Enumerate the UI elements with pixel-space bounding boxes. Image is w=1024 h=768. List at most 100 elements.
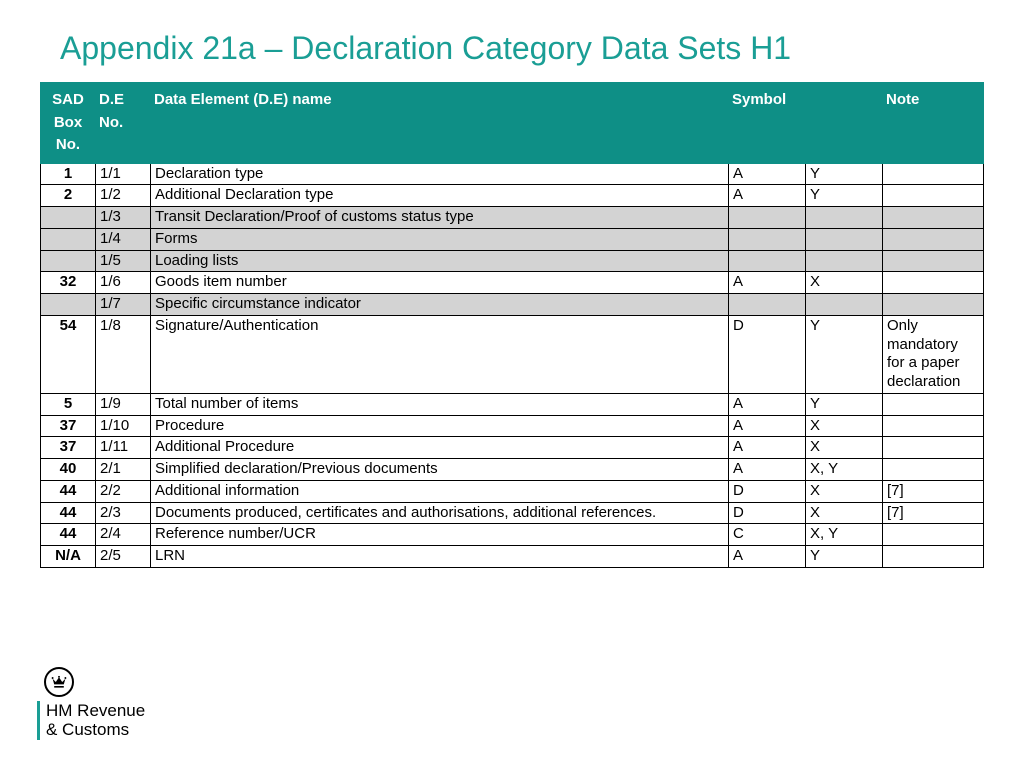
col-de-no: D.ENo. xyxy=(96,83,151,164)
cell-symbol-2 xyxy=(806,207,883,229)
cell-sad: 37 xyxy=(41,415,96,437)
table-row: 442/4Reference number/UCRCX, Y xyxy=(41,524,984,546)
cell-symbol-1 xyxy=(729,250,806,272)
cell-de-no: 1/2 xyxy=(96,185,151,207)
cell-symbol-2: X xyxy=(806,415,883,437)
data-table-container: SADBoxNo. D.ENo. Data Element (D.E) name… xyxy=(0,82,1024,568)
cell-symbol-1: A xyxy=(729,415,806,437)
cell-sad: 44 xyxy=(41,502,96,524)
cell-symbol-1: A xyxy=(729,185,806,207)
col-note: Note xyxy=(883,83,984,164)
table-row: 321/6Goods item numberAX xyxy=(41,272,984,294)
cell-note: Only mandatory for a paper declaration xyxy=(883,315,984,393)
cell-symbol-1: A xyxy=(729,272,806,294)
cell-de-no: 1/6 xyxy=(96,272,151,294)
cell-note xyxy=(883,437,984,459)
cell-note xyxy=(883,393,984,415)
cell-note xyxy=(883,228,984,250)
cell-symbol-1: C xyxy=(729,524,806,546)
col-symbol: Symbol xyxy=(729,83,883,164)
col-de-name: Data Element (D.E) name xyxy=(151,83,729,164)
logo-line1: HM Revenue xyxy=(46,701,145,721)
cell-symbol-2: Y xyxy=(806,393,883,415)
page-title: Appendix 21a – Declaration Category Data… xyxy=(0,0,1024,82)
cell-de-name: Documents produced, certificates and aut… xyxy=(151,502,729,524)
cell-de-no: 1/9 xyxy=(96,393,151,415)
cell-de-no: 1/7 xyxy=(96,294,151,316)
cell-symbol-2: X, Y xyxy=(806,459,883,481)
cell-symbol-1: A xyxy=(729,163,806,185)
cell-de-name: Forms xyxy=(151,228,729,250)
cell-de-name: Transit Declaration/Proof of customs sta… xyxy=(151,207,729,229)
cell-symbol-2: X xyxy=(806,437,883,459)
cell-symbol-1: A xyxy=(729,459,806,481)
table-row: 541/8Signature/AuthenticationDYOnly mand… xyxy=(41,315,984,393)
table-header-row: SADBoxNo. D.ENo. Data Element (D.E) name… xyxy=(41,83,984,164)
cell-symbol-1 xyxy=(729,294,806,316)
cell-symbol-1 xyxy=(729,228,806,250)
cell-symbol-1: A xyxy=(729,393,806,415)
cell-sad xyxy=(41,207,96,229)
cell-de-name: Simplified declaration/Previous document… xyxy=(151,459,729,481)
cell-de-no: 2/2 xyxy=(96,480,151,502)
cell-symbol-1 xyxy=(729,207,806,229)
cell-de-no: 2/1 xyxy=(96,459,151,481)
cell-de-name: Additional Procedure xyxy=(151,437,729,459)
cell-de-no: 1/11 xyxy=(96,437,151,459)
cell-de-name: Goods item number xyxy=(151,272,729,294)
table-row: 371/10ProcedureAX xyxy=(41,415,984,437)
table-row: 21/2Additional Declaration typeAY xyxy=(41,185,984,207)
cell-symbol-2: X xyxy=(806,272,883,294)
cell-de-name: Specific circumstance indicator xyxy=(151,294,729,316)
cell-sad: 5 xyxy=(41,393,96,415)
cell-de-no: 1/10 xyxy=(96,415,151,437)
cell-de-name: Reference number/UCR xyxy=(151,524,729,546)
cell-sad: N/A xyxy=(41,546,96,568)
hmrc-logo-text: HM Revenue & Customs xyxy=(37,701,145,740)
cell-symbol-2 xyxy=(806,294,883,316)
cell-note: [7] xyxy=(883,480,984,502)
cell-sad: 2 xyxy=(41,185,96,207)
cell-symbol-1: D xyxy=(729,315,806,393)
cell-note xyxy=(883,459,984,481)
table-row: 1/3Transit Declaration/Proof of customs … xyxy=(41,207,984,229)
cell-symbol-2 xyxy=(806,228,883,250)
cell-de-name: Signature/Authentication xyxy=(151,315,729,393)
cell-note xyxy=(883,415,984,437)
cell-de-no: 1/3 xyxy=(96,207,151,229)
cell-symbol-2: X, Y xyxy=(806,524,883,546)
hmrc-logo: HM Revenue & Customs xyxy=(44,667,145,740)
cell-symbol-2: Y xyxy=(806,546,883,568)
table-row: 11/1Declaration typeAY xyxy=(41,163,984,185)
cell-note xyxy=(883,185,984,207)
table-row: 442/3Documents produced, certificates an… xyxy=(41,502,984,524)
cell-symbol-2: X xyxy=(806,502,883,524)
table-row: 442/2Additional informationDX[7] xyxy=(41,480,984,502)
table-row: N/A2/5LRNAY xyxy=(41,546,984,568)
cell-note xyxy=(883,163,984,185)
cell-de-no: 1/4 xyxy=(96,228,151,250)
cell-note xyxy=(883,272,984,294)
table-row: 371/11Additional ProcedureAX xyxy=(41,437,984,459)
cell-symbol-1: A xyxy=(729,546,806,568)
cell-symbol-1: D xyxy=(729,480,806,502)
table-row: 1/5Loading lists xyxy=(41,250,984,272)
logo-line2: & Customs xyxy=(46,720,145,740)
table-row: 1/4Forms xyxy=(41,228,984,250)
cell-de-name: Declaration type xyxy=(151,163,729,185)
cell-sad: 37 xyxy=(41,437,96,459)
col-sad-box-no: SADBoxNo. xyxy=(41,83,96,164)
cell-symbol-2: Y xyxy=(806,315,883,393)
cell-symbol-2: X xyxy=(806,480,883,502)
cell-de-name: Loading lists xyxy=(151,250,729,272)
cell-de-no: 1/1 xyxy=(96,163,151,185)
cell-de-no: 1/8 xyxy=(96,315,151,393)
cell-symbol-2 xyxy=(806,250,883,272)
crown-icon xyxy=(44,667,74,697)
cell-sad xyxy=(41,294,96,316)
cell-note xyxy=(883,207,984,229)
cell-note xyxy=(883,250,984,272)
cell-sad: 1 xyxy=(41,163,96,185)
cell-sad: 44 xyxy=(41,524,96,546)
cell-symbol-1: A xyxy=(729,437,806,459)
